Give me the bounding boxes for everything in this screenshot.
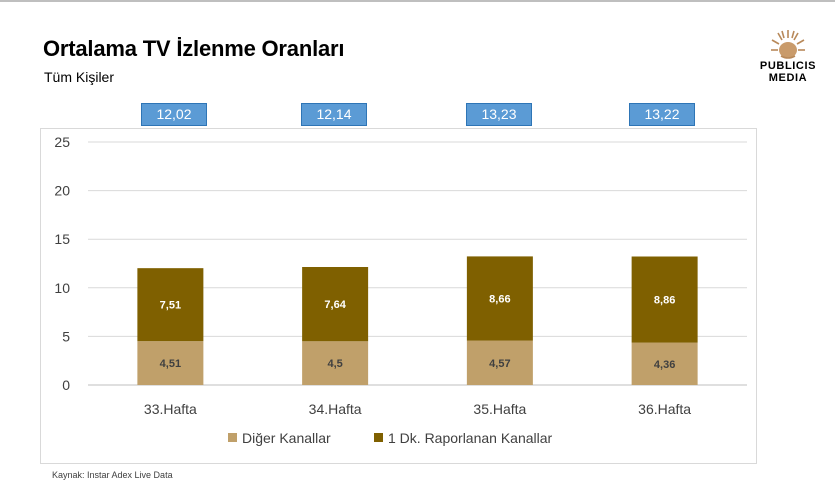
bar-segment: [466, 340, 533, 385]
y-tick-label: 10: [54, 280, 70, 296]
data-label: 4,51: [160, 358, 181, 370]
source-note: Kaynak: Instar Adex Live Data: [52, 470, 173, 480]
data-label: 4,5: [327, 358, 342, 370]
x-tick-label: 35.Hafta: [473, 401, 526, 417]
data-label: 4,57: [489, 358, 510, 370]
legend-swatch: [228, 433, 237, 442]
y-tick-label: 25: [54, 134, 70, 150]
y-tick-label: 20: [54, 183, 70, 199]
publicis-media-logo: PUBLICIS MEDIA: [748, 26, 828, 88]
bar-segment: [466, 256, 533, 341]
bar-segment: [302, 341, 369, 385]
legend-swatch: [374, 433, 383, 442]
logo-line-1: PUBLICIS: [759, 60, 817, 72]
total-box-33: 12,02: [141, 103, 207, 126]
top-rule: [0, 0, 835, 2]
x-tick-label: 36.Hafta: [638, 401, 691, 417]
sun-lion-icon: [771, 30, 805, 59]
legend-label: 1 Dk. Raporlanan Kanallar: [388, 430, 553, 446]
y-tick-label: 0: [62, 377, 70, 393]
bar-segment: [631, 342, 698, 385]
data-label: 8,86: [654, 295, 675, 307]
page-subtitle: Tüm Kişiler: [44, 69, 115, 85]
data-label: 7,51: [160, 300, 181, 312]
logo-line-2: MEDIA: [768, 72, 808, 84]
data-label: 8,66: [489, 293, 510, 305]
bar-segment: [137, 268, 204, 342]
total-box-35: 13,23: [466, 103, 532, 126]
total-box-34: 12,14: [301, 103, 367, 126]
x-tick-label: 34.Hafta: [309, 401, 362, 417]
y-tick-label: 5: [62, 328, 70, 344]
bar-segment: [302, 266, 369, 342]
y-tick-label: 15: [54, 231, 70, 247]
bar-segment: [631, 256, 698, 343]
chart-frame: [40, 128, 757, 464]
bar-segment: [137, 341, 204, 385]
x-tick-label: 33.Hafta: [144, 401, 197, 417]
data-label: 7,64: [324, 299, 346, 311]
total-box-36: 13,22: [629, 103, 695, 126]
legend-label: Diğer Kanallar: [242, 430, 331, 446]
data-label: 4,36: [654, 359, 675, 371]
page-title: Ortalama TV İzlenme Oranları: [43, 36, 345, 61]
